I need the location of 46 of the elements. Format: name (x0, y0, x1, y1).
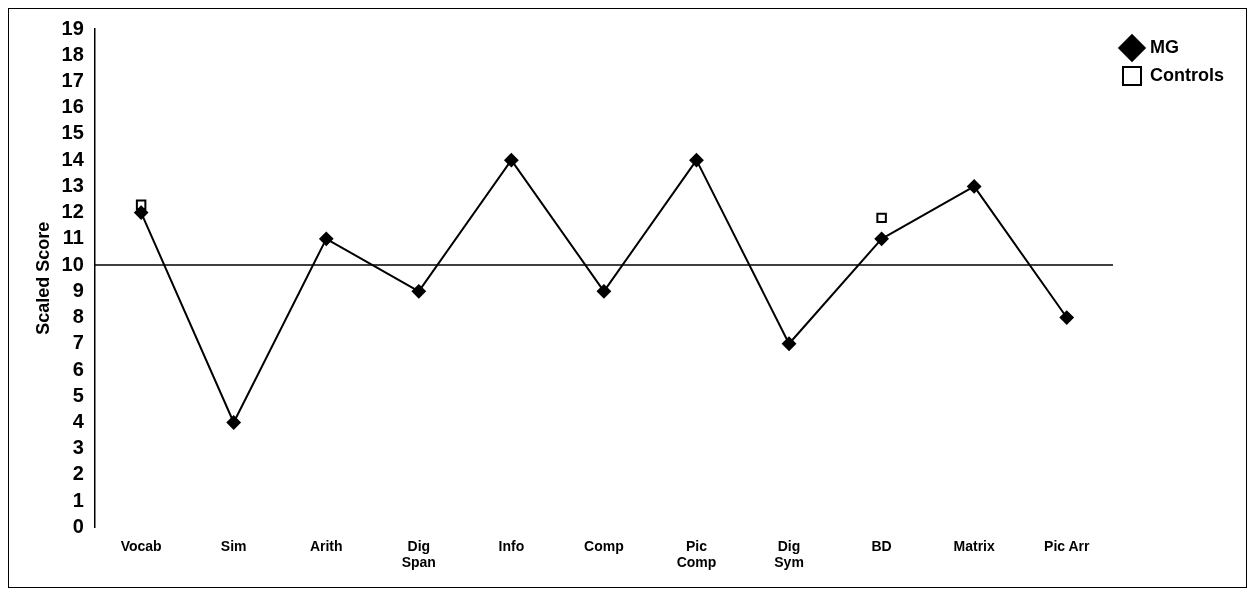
point (1059, 310, 1074, 325)
x-tick-label: Comp (584, 537, 624, 554)
x-tick-label: Pic Arr (1044, 537, 1090, 554)
x-tick-label: Info (498, 537, 525, 554)
point (596, 284, 611, 299)
point (876, 212, 887, 224)
y-tick-label: 15 (61, 121, 84, 144)
x-tick-label: Dig Sym (774, 537, 804, 571)
y-tick-label: 16 (61, 95, 84, 118)
legend-label: Controls (1150, 64, 1224, 85)
x-tick-label: Pic Comp (676, 537, 717, 571)
y-tick-label: 2 (72, 462, 84, 485)
y-tick-label: 17 (61, 68, 84, 91)
y-tick-label: 18 (61, 42, 84, 65)
y-tick-label: 14 (61, 147, 85, 170)
y-tick-label: 3 (72, 436, 84, 459)
y-tick-label: 13 (61, 173, 84, 196)
x-tick-label: Dig Span (401, 537, 436, 571)
y-tick-label: 0 (72, 514, 84, 537)
y-tick-label: 12 (61, 200, 84, 223)
x-tick-label: BD (871, 537, 892, 554)
point (874, 231, 889, 246)
point (782, 336, 797, 351)
y-tick-label: 11 (62, 226, 84, 249)
y-tick-label: 8 (72, 305, 84, 328)
y-tick-label: 9 (72, 278, 84, 301)
point (689, 153, 704, 168)
y-tick-label: 10 (61, 252, 84, 275)
y-tick-label: 4 (72, 409, 85, 432)
x-tick-label: Vocab (120, 537, 162, 554)
x-tick-label: Matrix (953, 537, 995, 554)
y-tick-label: 7 (72, 331, 84, 354)
y-tick-label: 6 (72, 357, 84, 380)
y-tick-label: 19 (61, 16, 84, 39)
y-axis-title: Scaled Score (32, 221, 53, 335)
point (319, 231, 334, 246)
point (134, 205, 149, 220)
x-tick-label: Arith (309, 537, 343, 554)
point (226, 415, 241, 430)
point (967, 179, 982, 194)
legend-label: MG (1150, 36, 1179, 57)
y-tick-label: 5 (72, 383, 84, 406)
point (411, 284, 426, 299)
point (504, 153, 519, 168)
x-tick-label: Sim (220, 537, 247, 554)
y-tick-label: 1 (72, 488, 84, 511)
